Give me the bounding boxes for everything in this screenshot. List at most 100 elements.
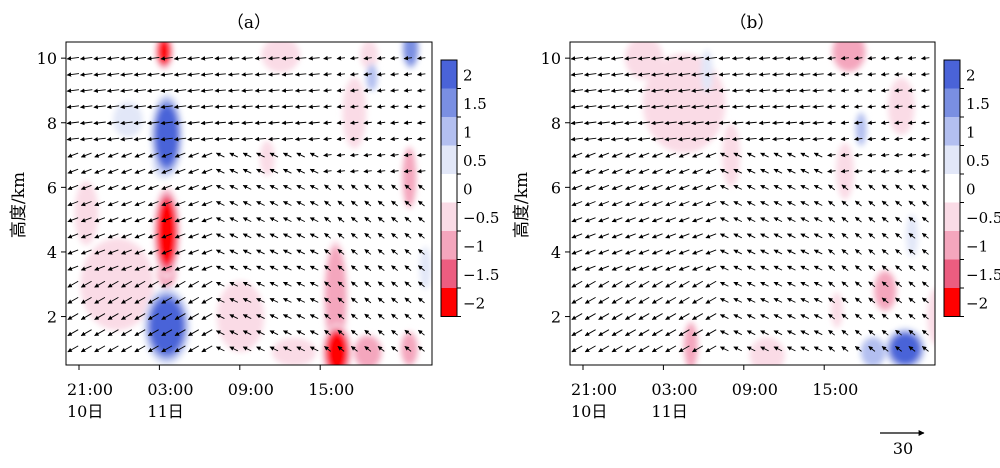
wind-vector [377,216,385,223]
wind-vector [80,152,92,158]
wind-vector [227,88,240,93]
wind-vector [80,120,93,126]
wind-vector [377,184,385,191]
wind-vector [894,72,903,77]
wind-vector [853,104,863,109]
wind-vector [161,329,173,337]
wind-vector [638,313,650,320]
wind-vector [309,265,319,271]
wind-vector [188,201,199,207]
wind-vector [584,249,596,255]
x-tick-sublabel: 11日 [651,402,687,421]
wind-vector [268,120,280,126]
wind-vector [584,104,597,110]
wind-vector [692,201,703,207]
wind-vector [773,217,783,223]
wind-vector [705,345,717,353]
wind-vector [880,55,890,61]
wind-vector [907,104,917,109]
wind-vector [268,88,280,93]
wind-vector [107,249,119,255]
wind-vector [336,152,346,158]
wind-vector [598,265,610,271]
wind-vector [571,297,583,304]
panel-a-shading [74,42,432,365]
wind-vector [323,104,332,109]
wind-vector [241,56,253,61]
wind-vector [610,56,624,61]
wind-vector [134,217,146,223]
wind-vector [841,297,849,304]
wind-vector [201,152,213,158]
wind-vector [390,136,399,142]
wind-vector [147,249,159,255]
wind-vector [269,297,279,303]
wind-vector [391,345,399,352]
wind-vector [106,120,120,126]
wind-vector [895,216,903,223]
wind-vector [147,265,159,271]
wind-vector [391,297,399,304]
wind-vector [881,265,889,271]
wind-vector [637,104,651,110]
wind-vector [281,136,293,142]
wind-vector [134,233,146,239]
wind-vector [282,297,292,303]
wind-vector [120,88,133,93]
wind-vector [376,55,386,61]
wind-vector [786,152,796,158]
wind-vector [841,313,849,320]
wind-vector [324,200,332,207]
wind-vector [80,88,93,93]
wind-vector [813,297,823,303]
wind-vector [678,345,690,353]
colorbar-swatch [944,117,960,146]
wind-vector [651,249,663,255]
wind-vector [188,168,199,174]
wind-vector [120,136,133,142]
panel-b-frame [569,41,936,366]
wind-vector [827,136,836,142]
wind-vector [337,297,345,304]
wind-vector [294,56,307,61]
wind-vector [772,120,784,126]
wind-vector [350,232,358,239]
colorbar-swatch [441,202,457,231]
shading-blob [113,101,143,138]
wind-vector [242,314,252,319]
shading-blob [360,42,378,70]
wind-vector [134,280,146,288]
wind-vector [678,184,690,190]
wind-vector [908,249,916,255]
wind-vector [106,88,120,93]
wind-vector [67,313,79,320]
wind-vector [625,233,636,239]
y-tick-label: 6 [47,178,57,197]
wind-vector [610,88,624,93]
wind-vector [121,201,132,207]
wind-vector [881,313,889,320]
wind-vector [827,168,836,174]
wind-vector [598,217,610,223]
wind-vector [67,217,79,223]
wind-vector [868,200,876,207]
wind-vector [758,136,771,142]
wind-vector [638,249,650,255]
wind-vector [638,217,650,223]
wind-vector [296,152,306,158]
wind-vector [625,345,637,353]
wind-vector [638,265,650,271]
wind-vector [215,249,225,255]
wind-vector [894,136,903,142]
wind-vector [841,200,849,207]
wind-vector [308,120,320,126]
wind-vector [868,265,876,271]
wind-vector [107,313,119,320]
wind-vector [733,314,743,319]
wind-vector [417,232,425,239]
wind-vector [229,314,239,319]
wind-vector [160,88,173,93]
wind-vector [908,184,916,191]
wind-vector [349,72,359,77]
